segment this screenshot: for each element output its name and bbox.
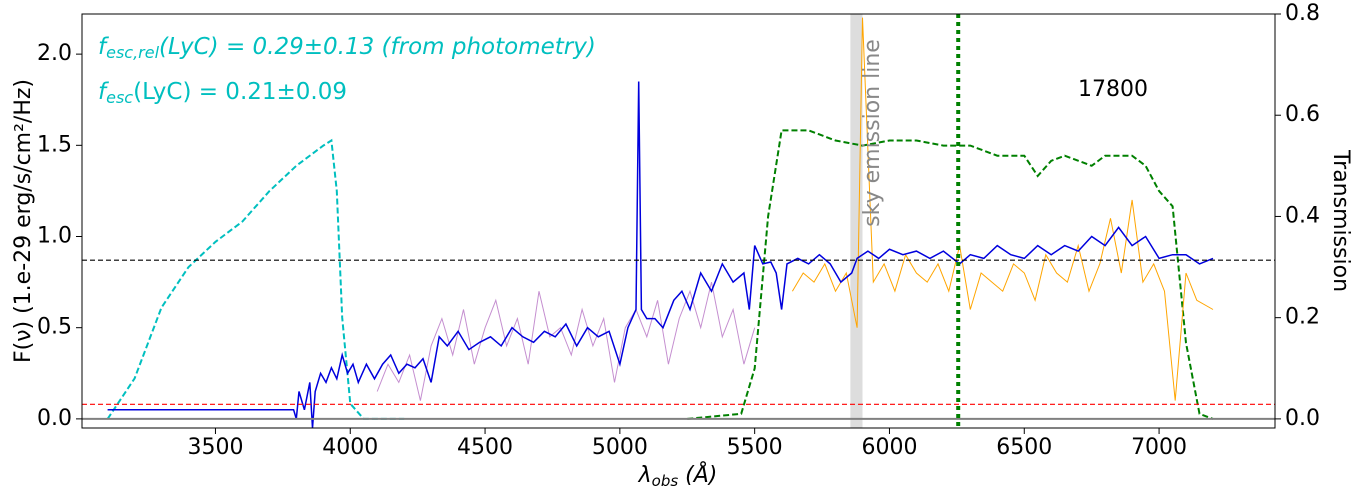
x-axis-label: λobs (Å) (638, 461, 718, 489)
annotation: fesc,rel(LyC) = 0.29±0.13 (from photomet… (98, 34, 596, 62)
y2-tick-label: 0.2 (1285, 305, 1320, 330)
annotation-part: f (98, 34, 109, 60)
x-tick-label: 6000 (861, 435, 917, 460)
annotation-part: (LyC) = 0.21±0.09 (133, 79, 347, 105)
x-tick-label: 4000 (322, 435, 378, 460)
series-line (687, 129, 1214, 420)
y-tick-label: 1.0 (37, 224, 72, 249)
x-tick-label: 5500 (727, 435, 783, 460)
sky-band (850, 14, 863, 428)
x-tick-label: 6500 (996, 435, 1052, 460)
series-line (106, 138, 405, 420)
x-label-part: obs (652, 472, 679, 489)
y2-tick-label: 0.8 (1285, 1, 1320, 26)
series-line (791, 17, 1214, 401)
y-axis-label: F(ν) (1.e-29 erg/s/cm²/Hz) (11, 79, 36, 363)
series-line (107, 81, 1214, 428)
x-label-part: λ (638, 463, 652, 488)
y-tick-label: 1.5 (37, 132, 72, 157)
annotation-part: esc,rel (106, 43, 159, 62)
annotation-part: esc (106, 88, 133, 107)
band-label: sky emission line (860, 39, 885, 227)
series-line (376, 281, 756, 401)
y-tick-label: 0.0 (37, 406, 72, 431)
x-label-part: (Å) (678, 461, 717, 488)
y2-tick-label: 0.0 (1285, 406, 1320, 431)
annotation: fesc(LyC) = 0.21±0.09 (98, 79, 347, 107)
id-label: 17800 (1078, 77, 1148, 102)
x-tick-label: 3500 (187, 435, 243, 460)
plot-area (82, 14, 1275, 428)
y2-tick-label: 0.6 (1285, 102, 1320, 127)
plot-frame (81, 13, 1276, 429)
x-tick-label: 5000 (592, 435, 648, 460)
y2-tick-label: 0.4 (1285, 203, 1320, 228)
x-tick-label: 7000 (1131, 435, 1187, 460)
x-tick-label: 4500 (457, 435, 513, 460)
annotation-part: f (98, 79, 109, 105)
y-tick-label: 0.5 (37, 315, 72, 340)
y2-axis-label: Transmission (1328, 149, 1353, 292)
annotation-part: (LyC) = 0.29±0.13 (from photometry) (159, 34, 596, 60)
y-tick-label: 2.0 (37, 41, 72, 66)
